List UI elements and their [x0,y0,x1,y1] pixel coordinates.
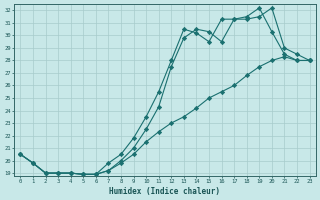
X-axis label: Humidex (Indice chaleur): Humidex (Indice chaleur) [109,187,220,196]
